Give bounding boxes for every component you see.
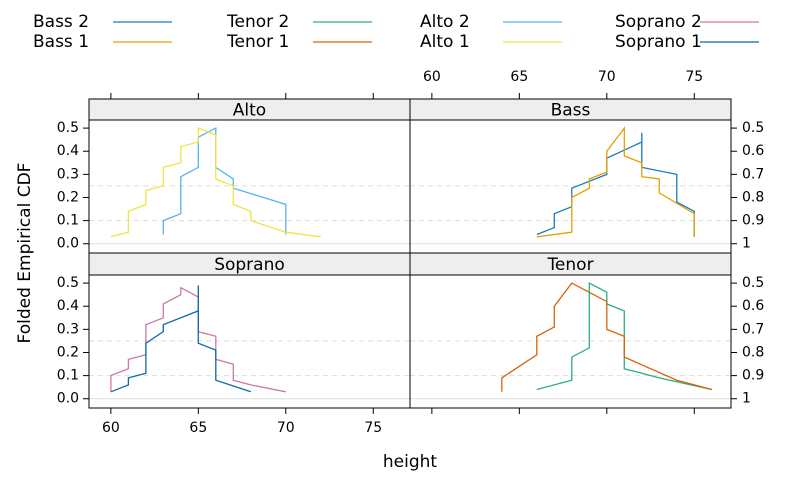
series-line bbox=[501, 282, 712, 392]
panel-title: Soprano bbox=[214, 255, 285, 275]
legend-label: Soprano 1 bbox=[615, 32, 702, 52]
y-tick-label: 0.3 bbox=[57, 166, 79, 182]
panel-frame bbox=[88, 119, 411, 254]
x-tick-label: 70 bbox=[277, 420, 295, 436]
y2-tick-label: 0.8 bbox=[742, 344, 764, 360]
y2-tick-label: 0.9 bbox=[742, 213, 764, 229]
y-tick-label: 0.5 bbox=[57, 275, 79, 291]
series-line bbox=[536, 126, 695, 238]
y2-tick-label: 0.6 bbox=[742, 298, 764, 314]
y-tick-label: 0.0 bbox=[57, 391, 79, 407]
y2-tick-label: 1 bbox=[742, 236, 751, 252]
panel-frame bbox=[88, 274, 411, 409]
legend-label: Tenor 1 bbox=[226, 32, 289, 52]
y2-tick-label: 0.7 bbox=[742, 166, 764, 182]
series-line bbox=[536, 282, 712, 391]
y2-tick-label: 0.5 bbox=[742, 120, 764, 136]
panel-frame bbox=[409, 119, 732, 254]
series-line bbox=[110, 285, 252, 393]
y-tick-label: 0.2 bbox=[57, 344, 79, 360]
y-tick-label: 0.1 bbox=[57, 368, 79, 384]
x-tick-label: 70 bbox=[598, 69, 616, 85]
series-line bbox=[162, 127, 287, 235]
legend-label: Bass 2 bbox=[33, 12, 89, 32]
y-tick-label: 0.2 bbox=[57, 189, 79, 205]
y-tick-label: 0.4 bbox=[57, 143, 79, 159]
y-tick-label: 0.0 bbox=[57, 236, 79, 252]
y-tick-label: 0.1 bbox=[57, 213, 79, 229]
y2-tick-label: 0.9 bbox=[742, 368, 764, 384]
x-tick-label: 65 bbox=[510, 69, 528, 85]
panel-frame bbox=[409, 274, 732, 409]
x-tick-label: 60 bbox=[102, 420, 120, 436]
x-tick-label: 75 bbox=[685, 69, 703, 85]
legend-label: Tenor 2 bbox=[226, 12, 289, 32]
y-tick-label: 0.3 bbox=[57, 321, 79, 337]
x-tick-label: 75 bbox=[364, 420, 382, 436]
y2-tick-label: 1 bbox=[742, 391, 751, 407]
series-line bbox=[110, 127, 321, 238]
x-axis-label: height bbox=[383, 452, 438, 472]
y2-tick-label: 0.8 bbox=[742, 189, 764, 205]
x-tick-label: 60 bbox=[423, 69, 441, 85]
legend-label: Soprano 2 bbox=[615, 12, 702, 32]
panel-title: Bass bbox=[551, 101, 591, 121]
x-tick-label: 65 bbox=[189, 420, 207, 436]
y-tick-label: 0.5 bbox=[57, 120, 79, 136]
y2-tick-label: 0.7 bbox=[742, 321, 764, 337]
y2-tick-label: 0.6 bbox=[742, 143, 764, 159]
panel-title: Tenor bbox=[546, 255, 593, 275]
legend-label: Alto 1 bbox=[420, 32, 470, 52]
legend-label: Alto 2 bbox=[420, 12, 470, 32]
y-tick-label: 0.4 bbox=[57, 298, 79, 314]
panel-title: Alto bbox=[233, 101, 266, 121]
y2-tick-label: 0.5 bbox=[742, 275, 764, 291]
series-line bbox=[110, 286, 286, 393]
series-line bbox=[536, 132, 695, 237]
legend-label: Bass 1 bbox=[33, 32, 89, 52]
y-axis-label: Folded Empirical CDF bbox=[15, 163, 35, 344]
